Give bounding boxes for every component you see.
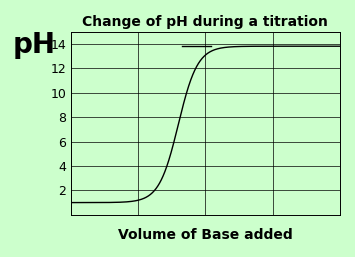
Title: Change of pH during a titration: Change of pH during a titration	[82, 15, 328, 29]
Text: pH: pH	[12, 31, 55, 59]
X-axis label: Volume of Base added: Volume of Base added	[118, 228, 293, 242]
